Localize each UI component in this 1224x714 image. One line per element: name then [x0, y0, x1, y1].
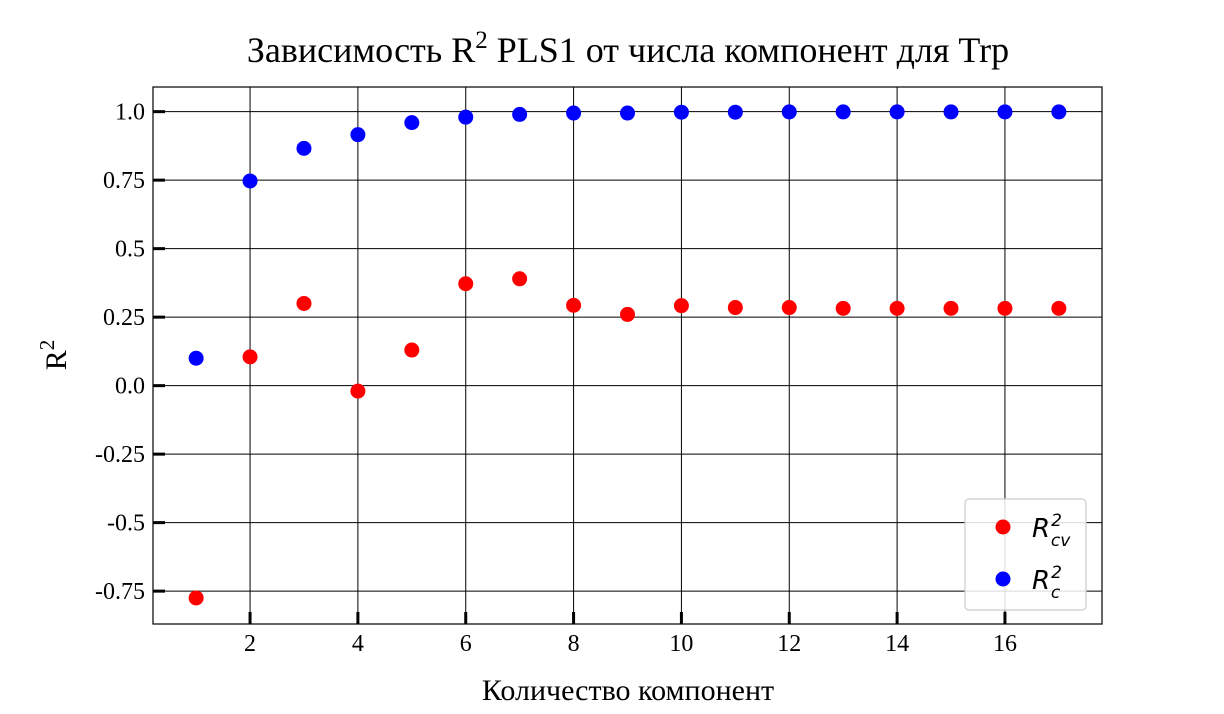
legend-rc-sub: c [1051, 583, 1061, 603]
x-axis-label: Количество компонент [482, 674, 774, 707]
data-points [188, 104, 1067, 606]
x-tick-label: 14 [885, 631, 909, 657]
y-tick-label: -0.5 [107, 511, 145, 537]
y-tick-label: 0.25 [103, 305, 145, 331]
x-tick-label: 16 [993, 631, 1017, 657]
chart-title-main: Зависимость R [247, 30, 475, 70]
legend-box [964, 498, 1087, 611]
x-tick-label: 8 [568, 631, 580, 657]
y-tick-label: 0.0 [115, 374, 145, 400]
x-tick-label: 12 [777, 631, 801, 657]
y-axis-label-sup: 2 [35, 340, 59, 351]
data-point-rcv [242, 349, 258, 365]
data-point-rc [566, 105, 582, 121]
data-point-rcv [997, 300, 1013, 316]
data-point-rcv [620, 306, 635, 322]
data-point-rc [673, 104, 689, 120]
data-point-rcv [188, 590, 204, 606]
data-point-rc [296, 140, 312, 156]
legend-rc-sup: 2 [1051, 563, 1062, 583]
data-point-rcv [512, 271, 528, 287]
y-tick-label: -0.25 [95, 442, 145, 468]
data-point-rc [781, 104, 797, 120]
data-point-rcv [781, 300, 797, 316]
legend-marker-rc [995, 571, 1011, 587]
data-point-rcv [835, 300, 851, 316]
y-axis-label-group: R2 [35, 340, 73, 371]
data-point-rc [188, 350, 204, 366]
axis-ticks: 2 4 6 8 10 12 14 16 1.0 0.75 0.5 0.25 0.0 -0.25 -0.5 -0… [95, 100, 1017, 657]
data-point-rc [458, 109, 474, 125]
data-point-rc [943, 104, 959, 120]
x-tick-label: 2 [244, 631, 256, 657]
x-tick-label: 4 [352, 631, 364, 657]
data-point-rcv [296, 295, 312, 311]
data-point-rcv [673, 298, 689, 314]
y-tick-label: -0.75 [95, 579, 145, 605]
plot-frame [152, 86, 1103, 625]
legend-label-rcv: R2 cv [1032, 511, 1071, 551]
legend: R2 cv R2 c [964, 498, 1087, 611]
data-point-rcv [943, 300, 959, 316]
data-point-rc [997, 104, 1013, 120]
data-point-rc [835, 104, 851, 120]
data-point-rc [620, 105, 635, 121]
y-axis-label: R2 [35, 340, 73, 371]
x-tick-label: 10 [669, 631, 693, 657]
data-point-rcv [727, 300, 743, 316]
legend-label-rc: R2 c [1032, 563, 1062, 603]
data-point-rc [512, 106, 528, 122]
data-point-rc [889, 104, 905, 120]
data-point-rc [350, 127, 366, 143]
y-tick-label: 1.0 [115, 100, 145, 126]
data-point-rcv [1051, 300, 1067, 316]
y-tick-label: 0.5 [115, 237, 145, 263]
x-tick-label: 6 [460, 631, 472, 657]
data-point-rcv [350, 383, 366, 399]
legend-rcv-sup: 2 [1051, 511, 1062, 531]
data-point-rc [727, 104, 743, 120]
y-tick-label: 0.75 [103, 168, 145, 194]
grid-lines [153, 87, 1102, 624]
data-point-rcv [889, 300, 905, 316]
data-point-rc [242, 173, 258, 189]
data-point-rcv [566, 297, 582, 313]
data-point-rcv [458, 276, 474, 292]
legend-rcv-main: R [1032, 514, 1050, 544]
chart-title: Зависимость R2 PLS1 от числа компонент д… [247, 27, 1009, 70]
data-point-rc [404, 115, 420, 131]
legend-marker-rcv [995, 519, 1011, 535]
chart-title-rest: PLS1 от числа компонент для Trp [488, 30, 1009, 70]
legend-rcv-sub: cv [1051, 531, 1071, 551]
data-point-rc [1051, 104, 1067, 120]
chart-title-sup: 2 [475, 27, 488, 54]
y-axis-label-main: R [40, 350, 73, 370]
legend-rc-main: R [1032, 566, 1050, 596]
data-point-rcv [404, 342, 420, 358]
